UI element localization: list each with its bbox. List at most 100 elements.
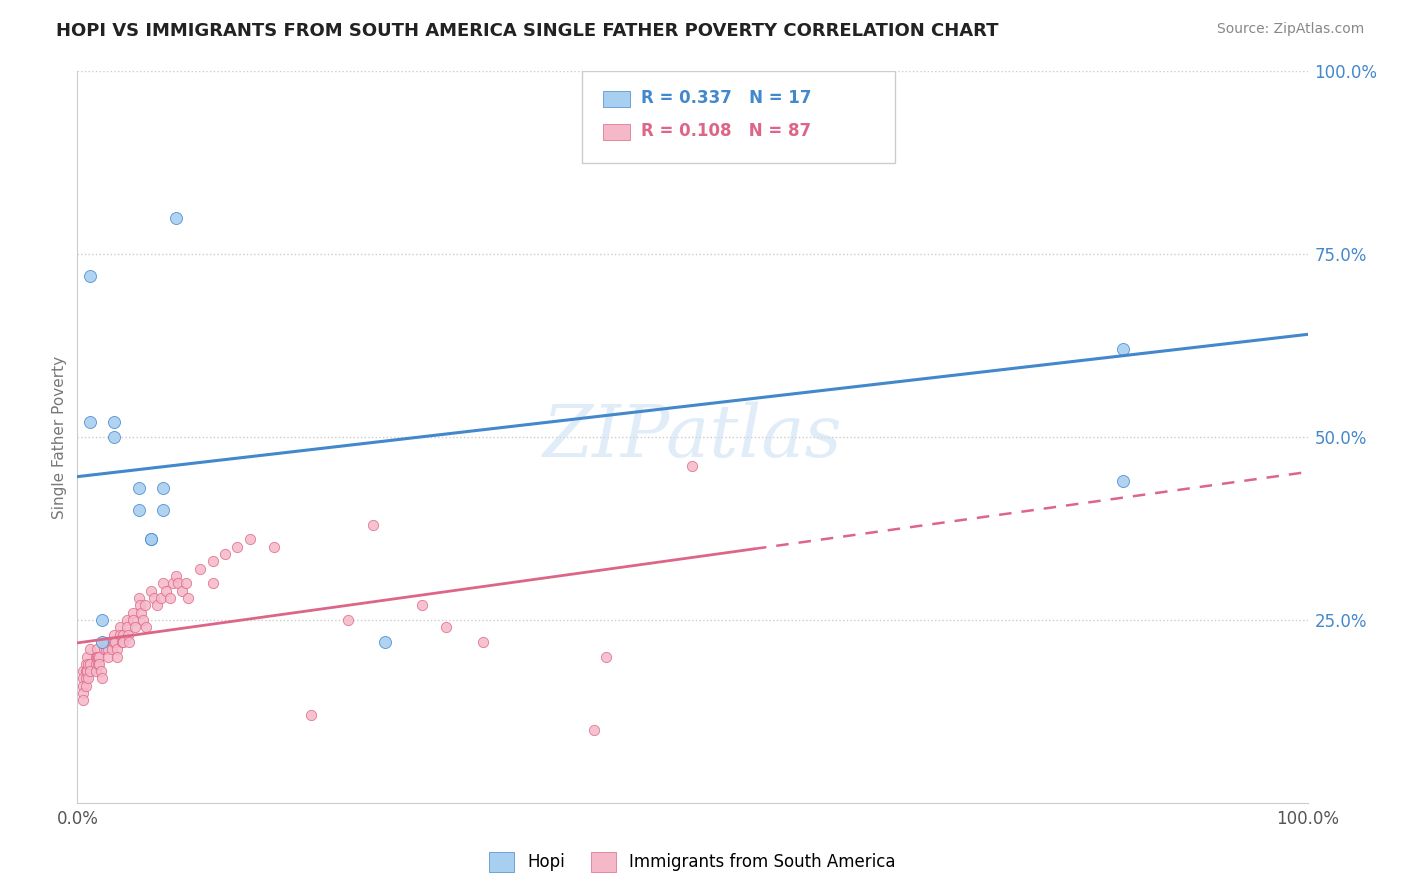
Point (75, 672, 97, 686)
Point (141, 533, 163, 547)
Point (142, 591, 165, 605)
Point (128, 481, 150, 495)
Point (472, 635, 495, 649)
Point (118, 635, 141, 649)
Point (105, 649, 128, 664)
Point (682, 459, 704, 474)
Point (152, 576, 174, 591)
Y-axis label: Single Father Poverty: Single Father Poverty (52, 356, 66, 518)
Point (411, 599, 433, 613)
FancyBboxPatch shape (582, 71, 896, 162)
Point (299, 708, 322, 723)
Point (84, 657, 107, 671)
Point (72, 664, 94, 678)
Point (86, 642, 108, 657)
Point (201, 576, 224, 591)
Point (79, 269, 101, 284)
Point (129, 599, 152, 613)
Point (90, 613, 114, 627)
Point (1112, 343, 1135, 357)
Point (105, 642, 128, 657)
Point (155, 583, 177, 598)
Text: R = 0.337   N = 17: R = 0.337 N = 17 (641, 88, 811, 107)
Point (87, 649, 110, 664)
Point (75, 679, 97, 693)
Point (72, 672, 94, 686)
Point (117, 627, 139, 641)
Point (93, 642, 115, 657)
Point (595, 649, 617, 664)
Point (111, 627, 134, 641)
Text: Source: ZipAtlas.com: Source: ZipAtlas.com (1216, 22, 1364, 37)
Point (214, 547, 236, 561)
Point (644, 87, 666, 101)
Point (79, 657, 101, 671)
Point (374, 635, 396, 649)
Point (87, 657, 110, 671)
Point (96, 635, 118, 649)
Point (174, 576, 197, 591)
Point (79, 416, 101, 430)
Point (121, 613, 143, 627)
Point (79, 642, 101, 657)
Point (101, 635, 124, 649)
Point (103, 430, 125, 444)
Point (72, 686, 94, 700)
Point (177, 591, 200, 605)
Point (111, 635, 132, 649)
Point (72, 679, 94, 693)
Legend: Hopi, Immigrants from South America: Hopi, Immigrants from South America (482, 845, 903, 879)
Point (103, 627, 125, 641)
Point (90, 672, 114, 686)
Text: ZIPatlas: ZIPatlas (543, 401, 842, 473)
Text: R = 0.108   N = 87: R = 0.108 N = 87 (641, 121, 811, 140)
Point (115, 620, 138, 634)
Point (170, 583, 193, 598)
Point (89, 657, 111, 671)
Point (103, 635, 125, 649)
Point (134, 599, 156, 613)
Point (263, 540, 285, 554)
Point (436, 620, 458, 634)
Point (128, 503, 150, 517)
Point (111, 635, 134, 649)
Point (190, 562, 212, 576)
Point (165, 569, 187, 583)
Point (90, 664, 112, 678)
Point (162, 576, 184, 591)
Point (131, 613, 153, 627)
Point (110, 627, 132, 641)
Point (90, 635, 114, 649)
Point (77, 672, 100, 686)
Point (103, 416, 125, 430)
Point (72, 693, 94, 707)
Point (115, 613, 138, 627)
Point (97, 642, 120, 657)
Point (131, 606, 153, 620)
Point (94, 642, 117, 657)
Point (1112, 474, 1135, 488)
Point (124, 620, 146, 634)
Point (128, 591, 150, 605)
Point (121, 606, 143, 620)
Point (150, 591, 173, 605)
Point (152, 503, 174, 517)
Point (104, 635, 127, 649)
Point (135, 620, 157, 634)
Point (141, 583, 163, 598)
Point (75, 664, 97, 678)
Point (75, 657, 97, 671)
Point (361, 517, 384, 532)
Point (76, 649, 98, 664)
Point (167, 576, 190, 591)
FancyBboxPatch shape (603, 91, 630, 107)
Point (84, 649, 107, 664)
Point (86, 649, 108, 664)
Point (152, 481, 174, 495)
Point (76, 664, 98, 678)
Point (141, 533, 163, 547)
Point (146, 599, 169, 613)
Text: HOPI VS IMMIGRANTS FROM SOUTH AMERICA SINGLE FATHER POVERTY CORRELATION CHART: HOPI VS IMMIGRANTS FROM SOUTH AMERICA SI… (56, 22, 998, 40)
Point (101, 642, 124, 657)
Point (110, 620, 132, 634)
